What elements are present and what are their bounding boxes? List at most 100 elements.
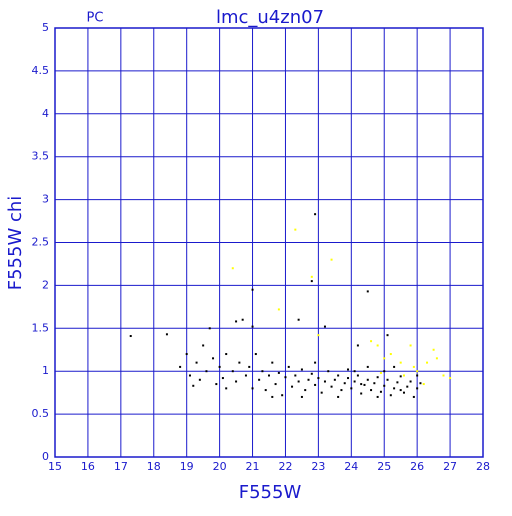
point (179, 365, 182, 368)
point (235, 320, 238, 323)
point (304, 389, 307, 392)
point (271, 361, 274, 364)
point (254, 353, 257, 356)
point (188, 374, 191, 377)
point (185, 353, 188, 356)
point (330, 385, 333, 388)
x-tick-label: 18 (147, 460, 161, 473)
point (419, 382, 422, 385)
point (376, 395, 379, 398)
point (383, 370, 386, 373)
x-tick-label: 17 (114, 460, 128, 473)
point (235, 380, 238, 383)
point (406, 385, 409, 388)
point (218, 365, 221, 368)
point (353, 370, 356, 373)
point (287, 365, 290, 368)
point (294, 228, 297, 231)
x-tick-label: 19 (180, 460, 194, 473)
point (366, 378, 369, 381)
point (396, 381, 399, 384)
x-tick-label: 27 (443, 460, 457, 473)
point (409, 344, 412, 347)
y-tick-label: 1.5 (32, 321, 50, 334)
point (317, 334, 320, 337)
point (231, 370, 234, 373)
point (231, 267, 234, 270)
point (208, 327, 211, 330)
point (215, 383, 218, 386)
chart-title: lmc_u4zn07 (216, 7, 324, 28)
point (261, 370, 264, 373)
point (314, 383, 317, 386)
point (297, 380, 300, 383)
point (402, 374, 405, 377)
x-tick-label: 22 (278, 460, 292, 473)
x-tick-label: 28 (476, 460, 490, 473)
point (330, 258, 333, 261)
point (300, 368, 303, 371)
x-tick-label: 23 (311, 460, 325, 473)
point (225, 353, 228, 356)
point (409, 380, 412, 383)
y-tick-label: 5 (42, 21, 49, 34)
point (327, 370, 330, 373)
point (314, 213, 317, 216)
point (244, 374, 247, 377)
point (376, 376, 379, 379)
y-tick-label: 2 (42, 278, 49, 291)
point (386, 378, 389, 381)
point (277, 308, 280, 311)
point (373, 382, 376, 385)
point (393, 387, 396, 390)
y-tick-label: 4 (42, 107, 49, 120)
point (343, 382, 346, 385)
point (195, 361, 198, 364)
point (310, 275, 313, 278)
point (202, 344, 205, 347)
plot-frame (54, 27, 484, 458)
point (323, 325, 326, 328)
point (426, 361, 429, 364)
point (333, 378, 336, 381)
point (360, 392, 363, 395)
point (251, 387, 254, 390)
y-tick-label: 1 (42, 364, 49, 377)
y-axis-label: F555W chi (5, 196, 26, 291)
point (347, 377, 350, 380)
point (323, 380, 326, 383)
x-tick-label: 25 (377, 460, 391, 473)
point (379, 371, 382, 374)
point (389, 353, 392, 356)
y-tick-label: 3 (42, 193, 49, 206)
point (297, 318, 300, 321)
point (337, 395, 340, 398)
point (294, 374, 297, 377)
point (337, 374, 340, 377)
y-tick-label: 0 (42, 450, 49, 463)
point (422, 383, 425, 386)
point (284, 376, 287, 379)
point (317, 377, 320, 380)
point (399, 361, 402, 364)
point (129, 335, 132, 338)
x-tick-label: 26 (410, 460, 424, 473)
point (383, 357, 386, 360)
point (449, 377, 452, 380)
point (360, 383, 363, 386)
point (435, 357, 438, 360)
point (389, 394, 392, 397)
point (291, 385, 294, 388)
point (370, 389, 373, 392)
y-tick-label: 3.5 (32, 150, 50, 163)
point (356, 374, 359, 377)
point (205, 370, 208, 373)
point (300, 395, 303, 398)
point (277, 371, 280, 374)
point (251, 288, 254, 291)
point (442, 374, 445, 377)
point (281, 394, 284, 397)
point (412, 365, 415, 368)
point (402, 391, 405, 394)
